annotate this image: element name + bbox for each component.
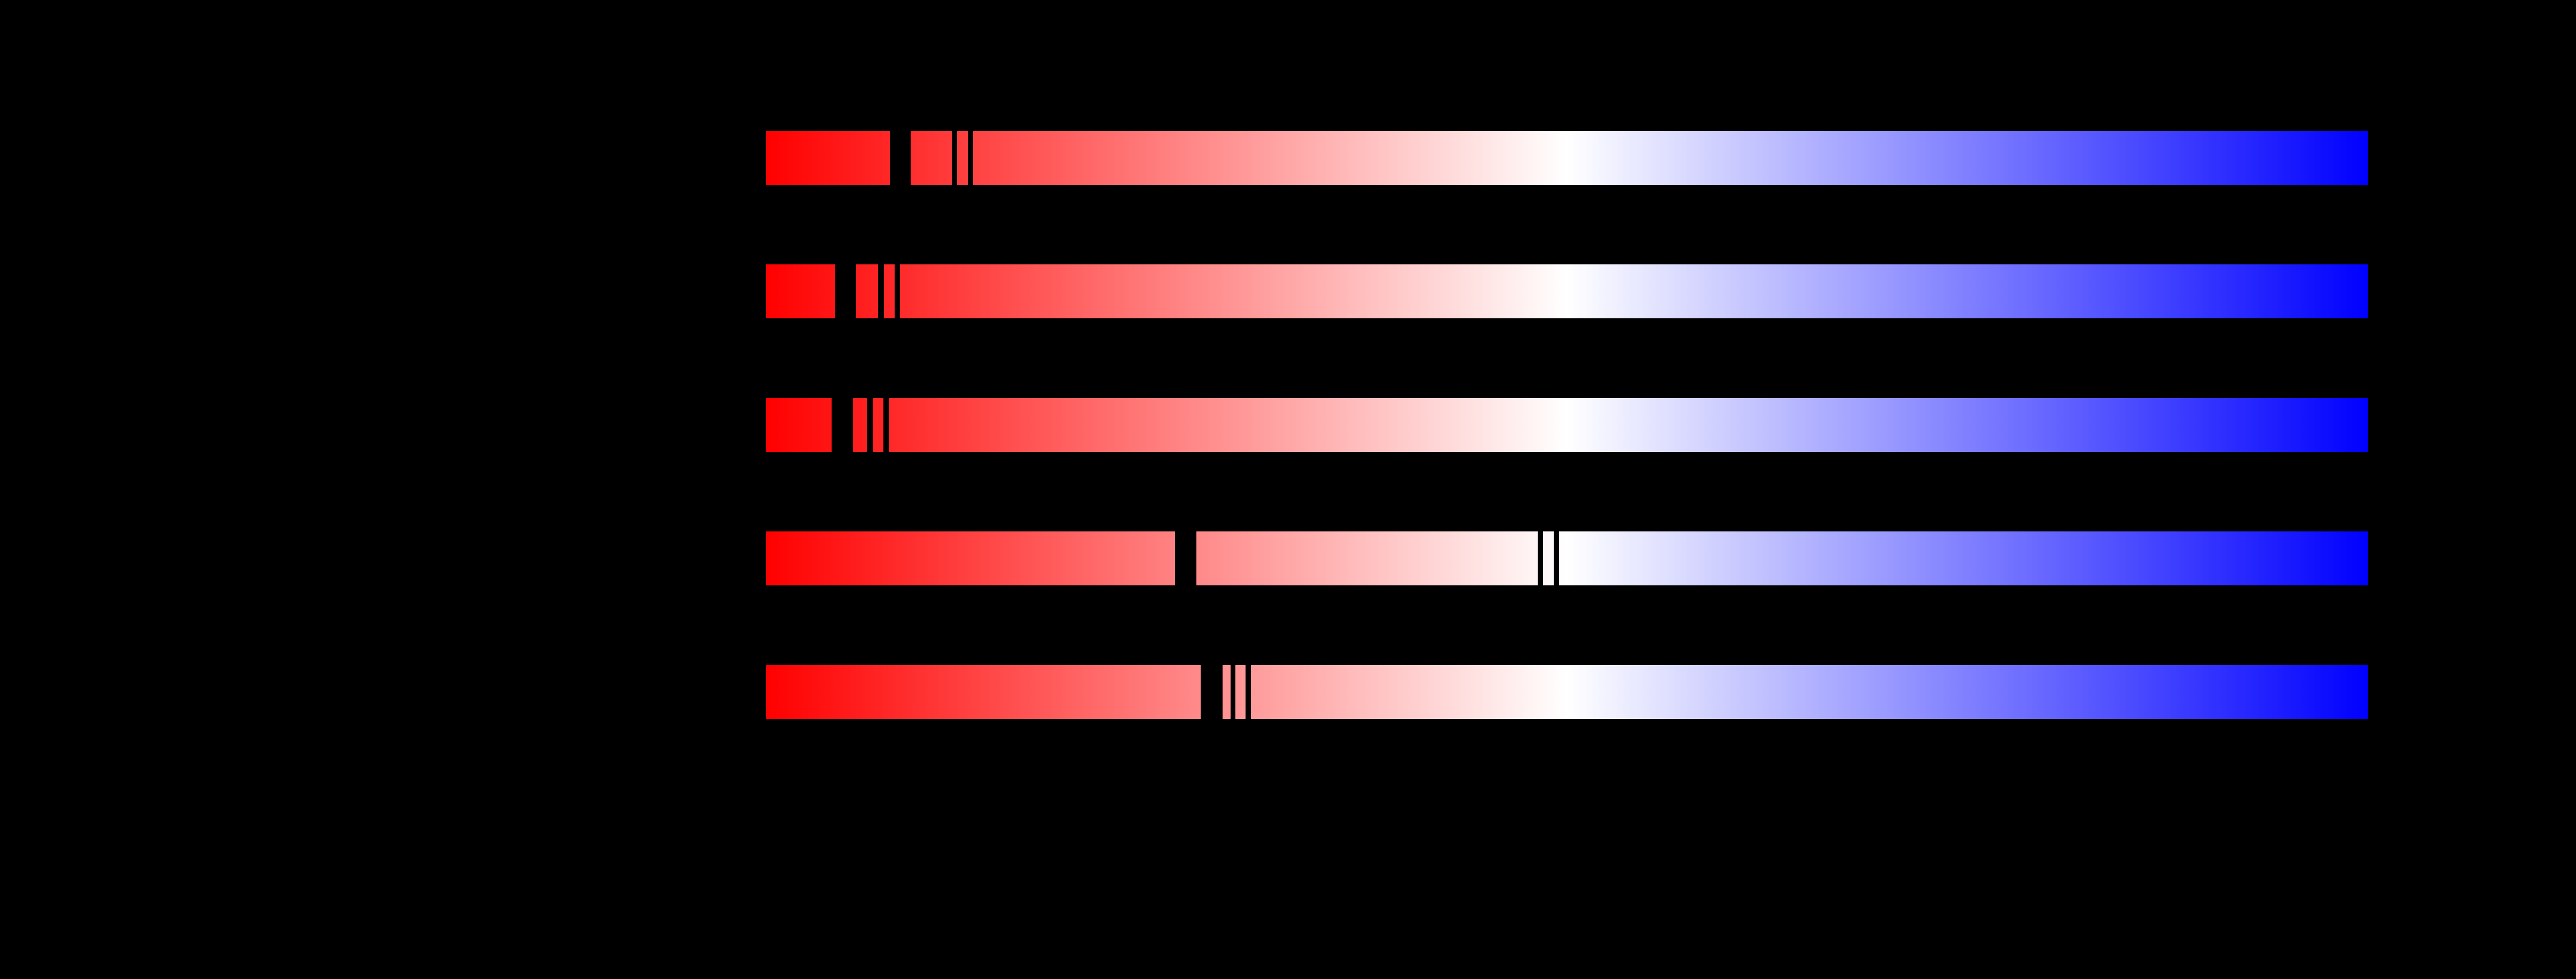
gradient-strip-row-1: [766, 131, 2368, 185]
thin-tick-marker: [968, 131, 973, 185]
thick-band-marker: [1201, 665, 1223, 719]
thin-tick-marker: [895, 264, 900, 318]
thin-tick-marker: [867, 398, 873, 452]
thin-tick-marker: [1246, 665, 1251, 719]
gradient-strip-row-4: [766, 531, 2368, 585]
thin-tick-marker: [1231, 665, 1235, 719]
thick-band-marker: [1175, 531, 1196, 585]
thin-tick-marker: [1554, 531, 1559, 585]
thin-tick-marker: [883, 398, 889, 452]
thick-band-marker: [890, 131, 911, 185]
thin-tick-marker: [878, 264, 884, 318]
thick-band-marker: [832, 398, 853, 452]
gradient-strip-row-2: [766, 264, 2368, 318]
thick-band-marker: [835, 264, 856, 318]
gradient-strip-row-5: [766, 665, 2368, 719]
thin-tick-marker: [952, 131, 957, 185]
thin-tick-marker: [1538, 531, 1543, 585]
gradient-strip-row-3: [766, 398, 2368, 452]
